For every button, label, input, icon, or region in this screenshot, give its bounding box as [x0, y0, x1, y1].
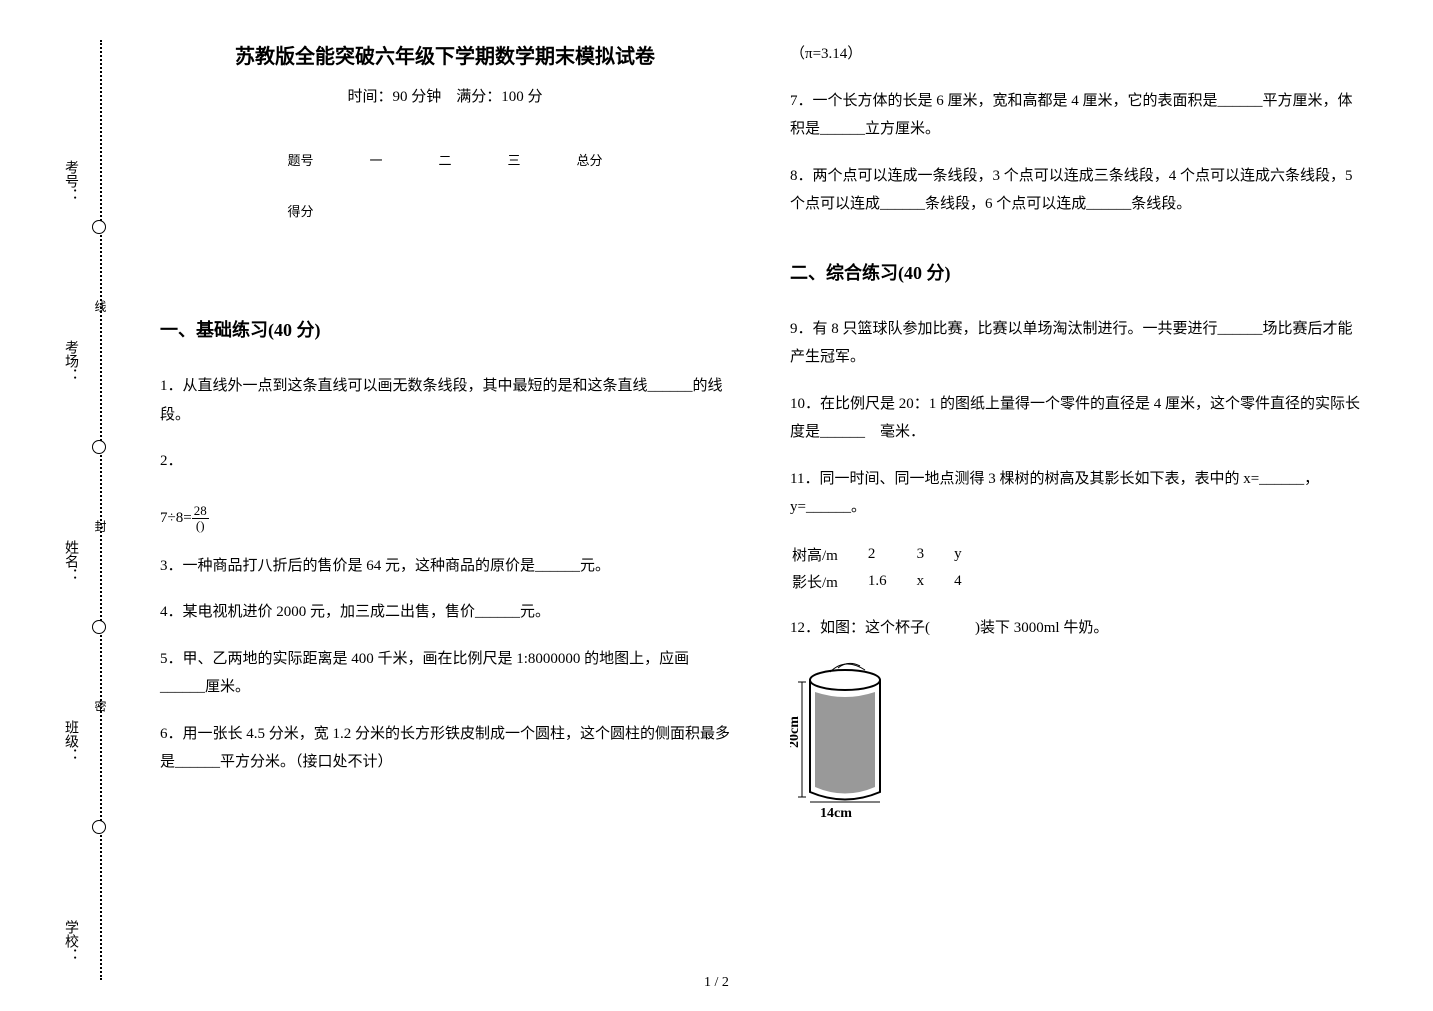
seal-hint-mi: 线 [92, 300, 109, 342]
circle-marker [92, 440, 106, 454]
q2-numerator: 28 [192, 504, 209, 519]
exam-title: 苏教版全能突破六年级下学期数学期末模拟试卷 [160, 40, 730, 69]
label-student-name: 姓名： [60, 540, 80, 582]
label-class: 班级： [60, 720, 80, 762]
table-cell: 3 [917, 542, 953, 567]
label-exam-room: 考场： [60, 340, 80, 382]
score-td [480, 185, 549, 236]
q2-denominator: () [196, 519, 205, 533]
q2-fraction: 28() [192, 504, 209, 534]
dotted-cut-line [100, 40, 102, 980]
exam-time-score: 时间：90 分钟 满分：100 分 [160, 85, 730, 106]
q11-data-table: 树高/m 2 3 y 影长/m 1.6 x 4 [790, 540, 992, 596]
score-table-header-row: 题号 一 二 三 总分 [259, 134, 630, 185]
section-2-title: 二、综合练习(40 分) [790, 259, 1360, 285]
table-cell: x [917, 569, 953, 594]
table-cell: 4 [954, 569, 990, 594]
table-cell: 1.6 [868, 569, 915, 594]
question-5: 5．甲、乙两地的实际距离是 400 千米，画在比例尺是 1:8000000 的地… [160, 645, 730, 702]
question-11: 11．同一时间、同一地点测得 3 棵树的树高及其影长如下表，表中的 x=____… [790, 465, 1360, 522]
score-td [410, 185, 479, 236]
cup-figure: 20cm 14cm [790, 662, 1360, 827]
cup-top-ellipse [810, 670, 880, 690]
question-6: 6．用一张长 4.5 分米，宽 1.2 分米的长方形铁皮制成一个圆柱，这个圆柱的… [160, 720, 730, 777]
circle-marker [92, 220, 106, 234]
table-cell: 影长/m [792, 569, 866, 594]
page-content: 苏教版全能突破六年级下学期数学期末模拟试卷 时间：90 分钟 满分：100 分 … [160, 40, 1400, 827]
question-9: 9．有 8 只篮球队参加比赛，比赛以单场淘汰制进行。一共要进行______场比赛… [790, 315, 1360, 372]
score-td: 得分 [259, 185, 341, 236]
question-6-pi: （π=3.14） [790, 40, 1360, 69]
cup-liquid [815, 692, 875, 794]
label-school: 学校： [60, 920, 80, 962]
question-7: 7．一个长方体的长是 6 厘米，宽和高都是 4 厘米，它的表面积是______平… [790, 87, 1360, 144]
table-cell: 树高/m [792, 542, 866, 567]
left-column: 苏教版全能突破六年级下学期数学期末模拟试卷 时间：90 分钟 满分：100 分 … [160, 40, 730, 827]
seal-hint-feng: 封 [92, 520, 109, 562]
table-cell: 2 [868, 542, 915, 567]
binding-margin: 线 封 密 考号： 考场： 姓名： 班级： 学校： [0, 0, 130, 1011]
score-table-score-row: 得分 [259, 185, 630, 236]
question-4: 4．某电视机进价 2000 元，加三成二出售，售价______元。 [160, 598, 730, 627]
score-td [341, 185, 410, 236]
table-row: 树高/m 2 3 y [792, 542, 990, 567]
table-row: 影长/m 1.6 x 4 [792, 569, 990, 594]
label-student-id: 考号： [60, 160, 80, 202]
score-table: 题号 一 二 三 总分 得分 [259, 134, 630, 236]
seal-hint-xian: 密 [92, 700, 109, 742]
question-1: 1．从直线外一点到这条直线可以画无数条线段，其中最短的是和这条直线______的… [160, 372, 730, 429]
score-td [549, 185, 631, 236]
score-th: 总分 [549, 134, 631, 185]
question-2: 2． 7÷8=28() [160, 447, 730, 534]
circle-marker [92, 620, 106, 634]
cup-height-label: 20cm [790, 716, 802, 748]
page-footer: 1 / 2 [0, 975, 1433, 991]
question-3: 3．一种商品打八折后的售价是 64 元，这种商品的原价是______元。 [160, 552, 730, 581]
score-th: 三 [480, 134, 549, 185]
section-1-title: 一、基础练习(40 分) [160, 316, 730, 342]
table-cell: y [954, 542, 990, 567]
question-10: 10．在比例尺是 20：1 的图纸上量得一个零件的直径是 4 厘米，这个零件直径… [790, 390, 1360, 447]
score-th: 一 [341, 134, 410, 185]
cup-svg: 20cm 14cm [790, 662, 910, 822]
score-th: 题号 [259, 134, 341, 185]
circle-marker [92, 820, 106, 834]
q2-equation-left: 7÷8= [160, 510, 192, 526]
question-8: 8．两个点可以连成一条线段，3 个点可以连成三条线段，4 个点可以连成六条线段，… [790, 162, 1360, 219]
cup-diameter-label: 14cm [820, 806, 852, 821]
score-th: 二 [410, 134, 479, 185]
right-column: （π=3.14） 7．一个长方体的长是 6 厘米，宽和高都是 4 厘米，它的表面… [790, 40, 1360, 827]
question-12: 12．如图：这个杯子( )装下 3000ml 牛奶。 [790, 614, 1360, 643]
q2-label: 2． [160, 453, 183, 469]
